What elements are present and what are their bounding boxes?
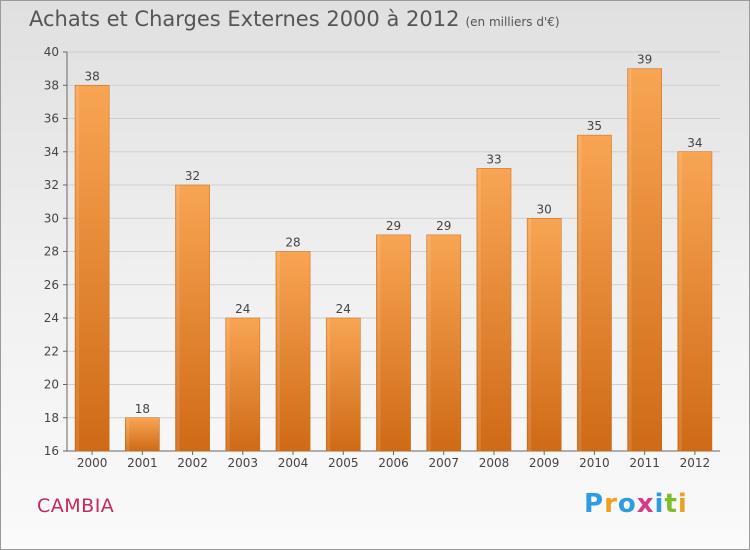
bar-2010 [577, 134, 612, 452]
bar-2000 [74, 85, 110, 452]
bar-highlight [678, 151, 682, 451]
bar-highlight [76, 85, 80, 451]
bar-2011 [627, 68, 662, 452]
y-tick-label: 22 [44, 344, 59, 358]
bar-highlight [327, 318, 331, 451]
bar-2009 [526, 218, 562, 452]
bar-2008 [476, 168, 512, 452]
value-label-2001: 18 [135, 402, 150, 416]
bar-2003 [225, 317, 261, 452]
x-tick-label-2003: 2003 [228, 456, 259, 470]
x-tick-label-2008: 2008 [479, 456, 510, 470]
logo-letter: i [654, 489, 665, 519]
value-label-2004: 28 [285, 236, 300, 250]
value-label-2011: 39 [637, 53, 652, 67]
bar-highlight [578, 135, 582, 451]
x-tick-label-2012: 2012 [680, 456, 711, 470]
bars [74, 68, 713, 452]
x-tick-label-2006: 2006 [378, 456, 409, 470]
bar-highlight [176, 185, 180, 451]
bar-2001 [125, 417, 160, 452]
x-tick-label-2007: 2007 [428, 456, 459, 470]
x-tick-label-2001: 2001 [127, 456, 158, 470]
x-tick-label-2009: 2009 [529, 456, 560, 470]
value-label-2007: 29 [436, 219, 451, 233]
logo-letter: r [604, 489, 618, 519]
y-tick-label: 34 [44, 145, 59, 159]
y-tick-label: 26 [44, 278, 59, 292]
logo-letter: x [636, 489, 655, 519]
title-text: Achats et Charges Externes 2000 à 2012 [29, 7, 460, 31]
bar-highlight [276, 251, 280, 451]
y-tick-label: 16 [44, 444, 59, 458]
value-label-2003: 24 [235, 302, 250, 316]
value-label-2002: 32 [185, 169, 200, 183]
title-unit: (en milliers d'€) [465, 15, 560, 29]
y-tick-label: 32 [44, 178, 59, 192]
bar-highlight [377, 234, 381, 451]
x-tick-label-2011: 2011 [629, 456, 660, 470]
value-label-2010: 35 [587, 119, 602, 133]
value-label-2000: 38 [84, 69, 99, 83]
logo-letter: P [584, 489, 605, 519]
bar-2002 [175, 184, 210, 452]
commune-name: CAMBIA [37, 495, 115, 517]
y-tick-label: 20 [44, 378, 59, 392]
bar-2006 [376, 234, 411, 452]
value-label-2005: 24 [336, 302, 351, 316]
value-label-2009: 30 [537, 202, 552, 216]
value-label-2008: 33 [486, 152, 501, 166]
data-labels: 38 18 32 24 28 24 29 29 33 30 35 39 34 [84, 53, 702, 416]
proxiti-logo: Proxiti [584, 489, 688, 519]
y-tick-label: 40 [44, 45, 59, 59]
logo-letter: t [664, 489, 678, 519]
y-tick-label: 30 [44, 211, 59, 225]
value-label-2012: 34 [687, 136, 702, 150]
bar-2007 [426, 234, 462, 452]
bar-highlight [628, 68, 632, 451]
x-tick-label-2010: 2010 [579, 456, 610, 470]
y-tick-label: 28 [44, 245, 59, 259]
bar-highlight [477, 168, 481, 451]
y-tick-label: 38 [44, 78, 59, 92]
x-tick-label-2004: 2004 [278, 456, 309, 470]
axes: 16 18 20 22 24 26 28 30 32 34 36 38 40 2000 2001 2002 20… [44, 45, 720, 470]
x-tick-label-2000: 2000 [77, 456, 108, 470]
x-tick-label-2005: 2005 [328, 456, 359, 470]
logo-letter: o [617, 489, 637, 519]
x-tick-label-2002: 2002 [177, 456, 208, 470]
chart-title: Achats et Charges Externes 2000 à 2012 (e… [29, 7, 560, 31]
y-tick-label: 24 [44, 311, 59, 325]
y-tick-label: 18 [44, 411, 59, 425]
logo-letter: i [677, 489, 688, 519]
value-label-2006: 29 [386, 219, 401, 233]
y-tick-label: 36 [44, 112, 59, 126]
bar-2005 [325, 317, 361, 452]
bar-2004 [275, 251, 311, 452]
bar-highlight [226, 318, 230, 451]
bar-highlight [126, 417, 130, 451]
bar-2012 [677, 151, 713, 452]
bar-highlight [528, 218, 532, 451]
bar-highlight [427, 234, 431, 451]
